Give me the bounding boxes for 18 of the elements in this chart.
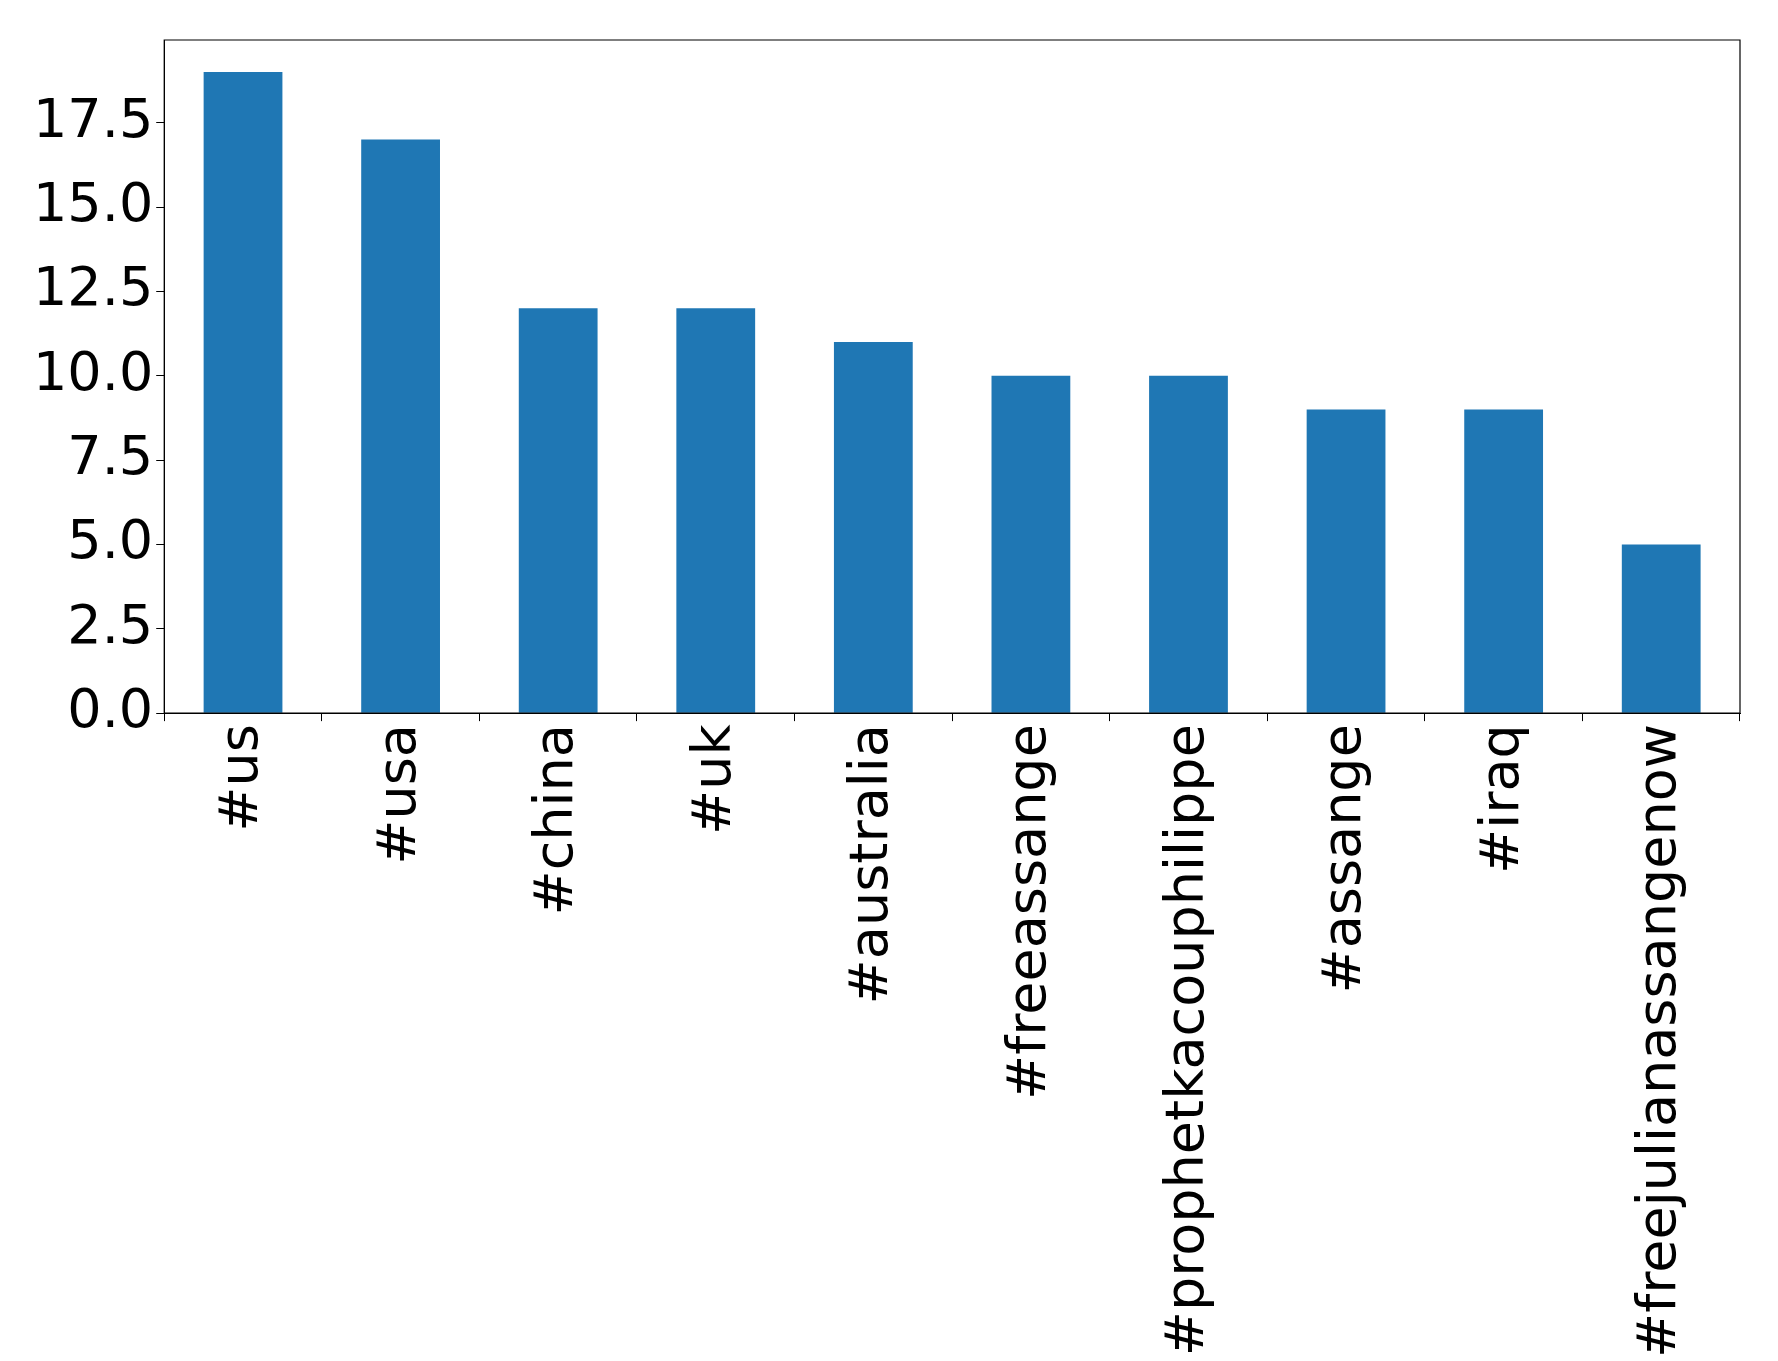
x-tick-label: #us: [207, 724, 271, 832]
x-tick-label: #freeassange: [994, 724, 1058, 1101]
y-tick-label: 5.0: [67, 508, 154, 572]
y-tick-label: 7.5: [67, 424, 154, 488]
y-tick-label: 2.5: [67, 592, 154, 656]
x-tick-label: #usa: [364, 724, 428, 865]
x-tick-label: #china: [522, 724, 586, 916]
x-tick-label: #freejulianassangenow: [1625, 724, 1689, 1359]
y-tick-label: 12.5: [33, 255, 154, 319]
x-tick-label: #prophetkacouphilippe: [1152, 724, 1216, 1357]
y-tick-label: 10.0: [33, 339, 154, 403]
x-tick-label: #uk: [679, 723, 743, 835]
y-tick-label: 17.5: [33, 86, 154, 150]
x-tick-label: #assange: [1310, 724, 1374, 994]
x-tick-label: #australia: [837, 724, 901, 1005]
y-tick-label: 15.0: [33, 171, 154, 235]
y-tick-label: 0.0: [67, 677, 154, 741]
x-tick-label: #iraq: [1467, 724, 1531, 874]
